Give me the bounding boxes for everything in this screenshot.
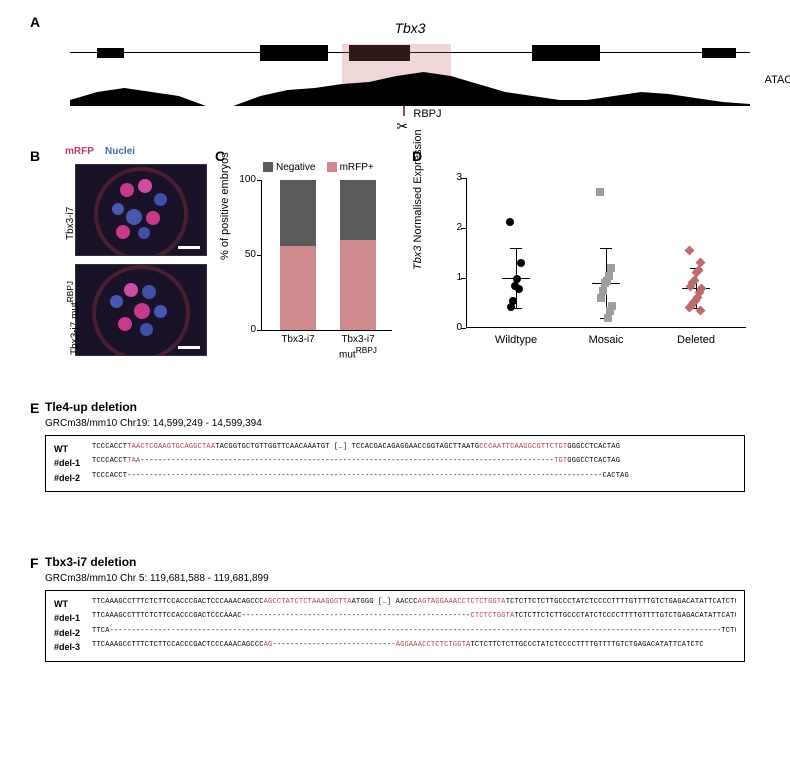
panel-b-legend: mRFP Nuclei — [65, 146, 135, 157]
exon — [532, 45, 600, 61]
panel-a: Tbx3 ATACseq RBPJ ✂ — [70, 20, 750, 130]
data-point — [596, 188, 604, 196]
data-point — [506, 218, 514, 226]
rbpj-label: RBPJ — [413, 108, 441, 120]
seq-row: WTTTCAAAGCCTTTCTCTTCCACCCGACTCCCAAACAGCC… — [54, 597, 736, 611]
seq-row: #del-2TCCCACCT--------------------------… — [54, 471, 736, 485]
exon — [260, 45, 328, 61]
swatch-positive — [327, 162, 337, 172]
y-axis-label: % of positive embryos — [219, 152, 231, 260]
panel-d: Tbx3 Normalised Expression 0123WildtypeM… — [420, 160, 760, 360]
data-point — [604, 314, 612, 322]
data-point — [597, 294, 605, 302]
panel-label-e: E — [30, 400, 39, 416]
seq-coord: GRCm38/mm10 Chr 5: 119,681,588 - 119,681… — [45, 573, 745, 584]
figure: A B C D E F Tbx3 ATACseq RBPJ ✂ mRFP Nuc… — [0, 0, 790, 757]
seq-title: Tle4-up deletion — [45, 400, 745, 414]
data-point — [517, 259, 525, 267]
bar-chart: 050100Tbx3-i7Tbx3-i7mutRBPJ — [261, 180, 392, 331]
legend-mrfp: mRFP — [65, 146, 94, 157]
embryo-image-2 — [75, 264, 207, 356]
stacked-bar — [280, 180, 316, 330]
seq-row: WTTCCCACCTTAACTCGAAGTGCAGGCTAATACGGTGCTG… — [54, 442, 736, 456]
panel-c-legend: Negative mRFP+ — [263, 162, 374, 173]
exon — [97, 48, 124, 58]
scissors-icon: ✂ — [396, 118, 408, 135]
panel-b: mRFP Nuclei Tbx3-i7 — [45, 160, 210, 360]
seq-row: #del-1TCCCACCTTAA-----------------------… — [54, 456, 736, 470]
panel-label-b: B — [30, 148, 40, 164]
gene-track — [70, 42, 750, 64]
legend-nuclei: Nuclei — [105, 146, 135, 157]
panel-c: Negative mRFP+ % of positive embryos 050… — [225, 160, 395, 360]
seq-row: #del-3TTCAAAGCCTTTCTCTTCCACCCGACTCCCAAAC… — [54, 640, 736, 654]
seq-row: #del-1TTCAAAGCCTTTCTCTTCCACCCGACTCCCAAAC… — [54, 611, 736, 625]
data-point — [511, 282, 519, 290]
y-axis-label: Tbx3 Normalised Expression — [412, 129, 424, 270]
seq-box: WTTCCCACCTTAACTCGAAGTGCAGGCTAATACGGTGCTG… — [45, 435, 745, 492]
row-label-1: Tbx3-i7 — [65, 207, 76, 240]
panel-label-f: F — [30, 555, 39, 571]
seq-coord: GRCm38/mm10 Chr19: 14,599,249 - 14,599,3… — [45, 418, 745, 429]
rbpj-tick — [403, 106, 405, 116]
data-point — [685, 245, 695, 255]
seq-box: WTTTCAAAGCCTTTCTCTTCCACCCGACTCCCAAACAGCC… — [45, 590, 745, 662]
exon — [702, 48, 736, 58]
seq-title: Tbx3-i7 deletion — [45, 555, 745, 569]
panel-label-a: A — [30, 14, 40, 30]
atac-label: ATACseq — [765, 74, 790, 86]
atac-peaks — [70, 68, 750, 106]
stacked-bar — [340, 180, 376, 330]
data-point — [507, 303, 515, 311]
scatter-chart: 0123WildtypeMosaicDeleted — [466, 178, 746, 328]
panel-f: Tbx3-i7 deletion GRCm38/mm10 Chr 5: 119,… — [45, 555, 745, 662]
atac-track — [70, 68, 750, 106]
data-point — [696, 305, 706, 315]
seq-row: #del-2TTCA------------------------------… — [54, 626, 736, 640]
gene-title: Tbx3 — [70, 20, 750, 36]
scale-bar — [178, 246, 200, 249]
embryo-image-1 — [75, 164, 207, 256]
row-label-2: Tbx3-i7 mutRBPJ — [65, 281, 80, 355]
panel-e: Tle4-up deletion GRCm38/mm10 Chr19: 14,5… — [45, 400, 745, 492]
scale-bar — [178, 346, 200, 349]
swatch-negative — [263, 162, 273, 172]
